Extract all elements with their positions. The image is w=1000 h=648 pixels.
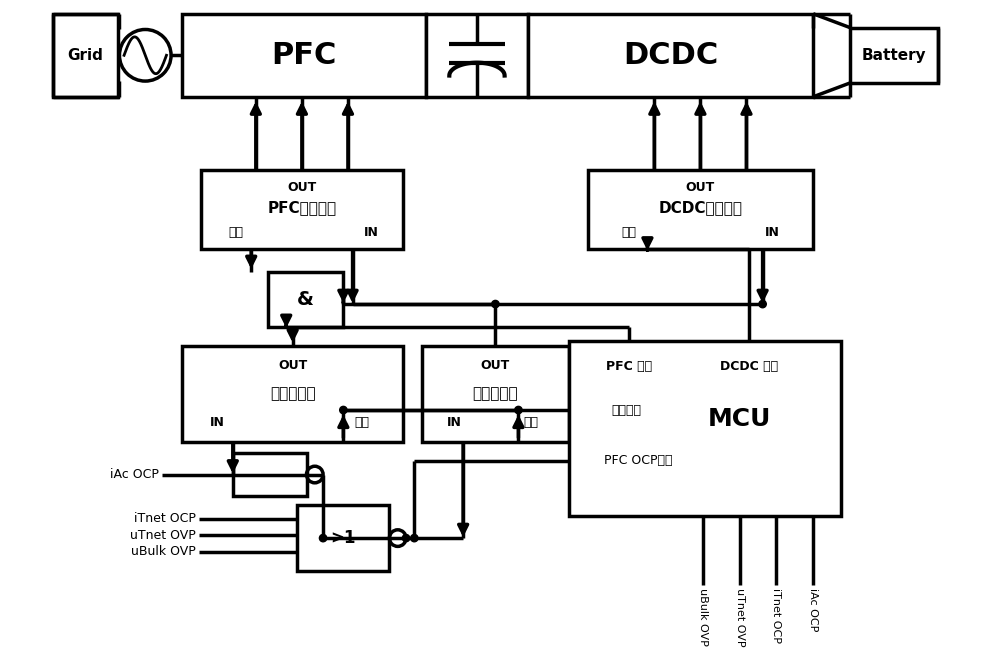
Text: OUT: OUT (287, 181, 317, 194)
Text: PFC: PFC (272, 41, 337, 70)
Bar (53, 14, 118, 97)
Circle shape (759, 301, 766, 308)
Text: iAc OCP: iAc OCP (808, 588, 818, 631)
Circle shape (515, 406, 522, 413)
Bar (528, 14, 813, 97)
Text: &: & (297, 290, 314, 309)
Text: Battery: Battery (862, 48, 926, 63)
Text: PFC 驱动: PFC 驱动 (606, 360, 652, 373)
Text: >1: >1 (331, 529, 356, 547)
Circle shape (340, 406, 347, 413)
Bar (422, 345, 569, 443)
Bar (233, 454, 307, 496)
Circle shape (411, 535, 418, 542)
Circle shape (402, 535, 410, 542)
Text: uBulk OVP: uBulk OVP (698, 588, 708, 646)
Text: 第二锁存器: 第二锁存器 (473, 386, 518, 401)
Text: 第一锁存器: 第一锁存器 (270, 386, 315, 401)
Text: PFC驱动芯片: PFC驱动芯片 (267, 200, 336, 215)
Bar (268, 272, 343, 327)
Text: IN: IN (210, 415, 225, 428)
Bar (588, 170, 813, 249)
Text: 使能: 使能 (228, 226, 243, 238)
Text: iAc OCP: iAc OCP (110, 468, 159, 481)
Text: IN: IN (364, 226, 378, 238)
Bar (426, 14, 528, 97)
Text: uTnet OVP: uTnet OVP (735, 588, 745, 647)
Bar (182, 345, 403, 443)
Text: iTnet OCP: iTnet OCP (771, 588, 781, 643)
Text: OUT: OUT (278, 359, 307, 373)
Text: DCDC: DCDC (623, 41, 718, 70)
Text: 复位: 复位 (523, 415, 538, 428)
Text: IN: IN (446, 415, 461, 428)
Text: OUT: OUT (481, 359, 510, 373)
Bar (201, 170, 403, 249)
Text: 复位: 复位 (354, 415, 369, 428)
Text: uTnet OVP: uTnet OVP (130, 529, 196, 542)
Text: 故障复位: 故障复位 (611, 404, 641, 417)
Circle shape (319, 535, 327, 542)
Bar (850, 28, 938, 83)
Bar (297, 505, 389, 572)
Bar (182, 14, 426, 97)
Text: MCU: MCU (708, 407, 771, 431)
Text: Grid: Grid (67, 48, 103, 63)
Text: 使能: 使能 (621, 226, 636, 238)
Text: DCDC驱动芯片: DCDC驱动芯片 (658, 200, 742, 215)
Text: PFC OCP复位: PFC OCP复位 (604, 454, 672, 467)
Bar (569, 341, 841, 516)
Text: IN: IN (764, 226, 779, 238)
Circle shape (492, 301, 499, 308)
Text: DCDC 驱动: DCDC 驱动 (720, 360, 778, 373)
Text: iTnet OCP: iTnet OCP (134, 513, 196, 526)
Text: OUT: OUT (686, 181, 715, 194)
Text: uBulk OVP: uBulk OVP (131, 546, 196, 559)
